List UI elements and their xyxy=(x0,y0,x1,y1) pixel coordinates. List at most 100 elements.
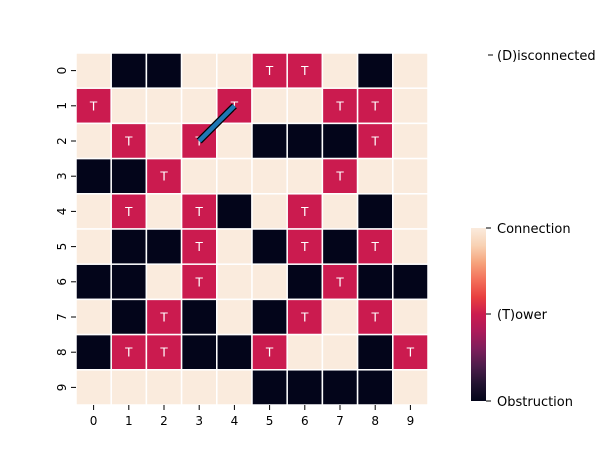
heatmap-cell xyxy=(216,52,253,89)
heatmap-cell xyxy=(286,228,324,265)
heatmap-cell xyxy=(251,157,288,195)
cell-label: T xyxy=(124,135,133,149)
x-tick-label: 9 xyxy=(407,414,415,428)
heatmap-cell xyxy=(251,193,288,230)
heatmap-cell xyxy=(356,52,394,89)
cell-label: T xyxy=(195,135,204,149)
heatmap-cell xyxy=(145,193,183,230)
heatmap-cell xyxy=(321,122,359,160)
heatmap-cell xyxy=(286,263,324,301)
y-tick-label: 0 xyxy=(55,67,69,75)
heatmap-cell xyxy=(392,87,429,125)
heatmap-cell xyxy=(392,228,429,265)
heatmap-cell xyxy=(356,193,394,230)
heatmap-cell xyxy=(321,369,359,406)
heatmap-cell xyxy=(392,333,429,371)
colorbar-label-connection: Connection xyxy=(497,222,571,237)
x-tick-label: 2 xyxy=(160,414,168,428)
cell-label: T xyxy=(195,205,204,219)
cell-label: T xyxy=(300,311,309,325)
cell-label: T xyxy=(335,99,344,113)
heatmap-cell xyxy=(216,157,253,195)
heatmap-cell xyxy=(110,157,148,195)
heatmap-cell xyxy=(392,193,429,230)
heatmap-cell xyxy=(251,228,288,265)
heatmap-cell xyxy=(251,369,288,406)
heatmap-cell xyxy=(145,263,183,301)
heatmap-cell xyxy=(145,52,183,89)
heatmap-cell xyxy=(286,333,324,371)
heatmap-cell xyxy=(321,228,359,265)
heatmap-grid: TTTTTTTTTTTTTTTTTTTTTTTTTT xyxy=(75,52,429,406)
heatmap-cell xyxy=(356,298,394,336)
x-tick-label: 7 xyxy=(336,414,344,428)
colorbar-label-obstruction: Obstruction xyxy=(497,395,573,410)
cell-label: T xyxy=(159,346,168,360)
x-tick-label: 8 xyxy=(371,414,379,428)
heatmap-cell xyxy=(321,193,359,230)
heatmap-cell xyxy=(145,228,183,265)
connection-lines xyxy=(196,103,237,144)
heatmap-cell xyxy=(286,369,324,406)
legend: (D)isconnected xyxy=(488,49,596,64)
x-tick-label: 6 xyxy=(301,414,309,428)
heatmap-cell xyxy=(180,157,218,195)
cell-label: T xyxy=(195,275,204,289)
cell-label: T xyxy=(300,240,309,254)
y-tick-label: 1 xyxy=(55,102,69,110)
heatmap-cell xyxy=(321,52,359,89)
heatmap-cell xyxy=(180,369,218,406)
cell-label: T xyxy=(300,64,309,78)
y-tick-label: 4 xyxy=(55,208,69,216)
heatmap-cell xyxy=(110,333,148,371)
heatmap-cell xyxy=(110,87,148,125)
cell-label: T xyxy=(406,346,415,360)
y-tick-label: 3 xyxy=(55,172,69,180)
heatmap-cell xyxy=(216,263,253,301)
heatmap-cell xyxy=(75,333,112,371)
cell-label: T xyxy=(159,170,168,184)
heatmap-cell xyxy=(321,298,359,336)
heatmap-cell xyxy=(110,369,148,406)
cell-label: T xyxy=(371,135,380,149)
heatmap-cell xyxy=(75,122,112,160)
heatmap-cell xyxy=(286,122,324,160)
legend-label: (D)isconnected xyxy=(497,49,596,64)
colorbar: Connection (T)ower Obstruction xyxy=(471,222,573,410)
heatmap-cell xyxy=(145,298,183,336)
heatmap-cell xyxy=(286,87,324,125)
cell-label: T xyxy=(159,311,168,325)
heatmap-cell xyxy=(110,298,148,336)
heatmap-cell xyxy=(75,157,112,195)
heatmap-cell xyxy=(392,298,429,336)
cell-label: T xyxy=(195,240,204,254)
heatmap-cell xyxy=(216,369,253,406)
heatmap-cell xyxy=(180,52,218,89)
cell-label: T xyxy=(371,99,380,113)
heatmap-cell xyxy=(286,157,324,195)
colorbar-gradient xyxy=(471,228,486,401)
heatmap-cell xyxy=(75,193,112,230)
cell-label: T xyxy=(335,170,344,184)
cell-label: T xyxy=(371,311,380,325)
heatmap-cell xyxy=(180,333,218,371)
cell-label: T xyxy=(124,205,133,219)
heatmap-cell xyxy=(145,87,183,125)
heatmap-cell xyxy=(392,369,429,406)
heatmap-cell xyxy=(180,87,218,125)
heatmap-cell xyxy=(75,52,112,89)
heatmap-cell xyxy=(110,52,148,89)
heatmap-cell xyxy=(75,263,112,301)
heatmap-cell xyxy=(392,122,429,160)
y-tick-label: 2 xyxy=(55,137,69,145)
x-tick-label: 4 xyxy=(231,414,239,428)
heatmap-cell xyxy=(216,193,253,230)
heatmap-cell xyxy=(251,87,288,125)
x-tick-label: 0 xyxy=(90,414,98,428)
y-tick-label: 5 xyxy=(55,243,69,251)
heatmap-cell xyxy=(110,263,148,301)
heatmap-cell xyxy=(392,52,429,89)
heatmap-cell xyxy=(356,228,394,265)
heatmap-cell xyxy=(356,333,394,371)
heatmap-cell xyxy=(145,122,183,160)
